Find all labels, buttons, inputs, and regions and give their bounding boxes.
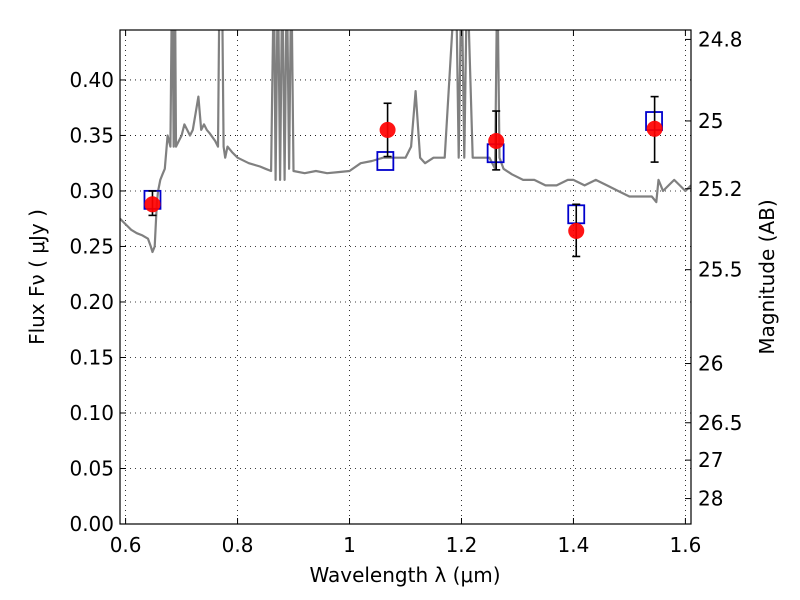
y-tick-label: 0.00 (69, 512, 114, 536)
observed-flux-point (646, 120, 663, 137)
mag-tick-label: 25 (698, 109, 723, 133)
x-tick-label: 0.8 (222, 533, 254, 557)
observed-flux-point (488, 133, 505, 150)
plot-frame (119, 29, 692, 525)
mag-tick-label: 25.5 (698, 258, 743, 282)
mag-tick-label: 25.2 (698, 177, 743, 201)
x-tick-label: 1.4 (558, 533, 590, 557)
axis-ticks: 0.6 0.8 1 1.2 1.4 1.6 0.00 0.05 0.10 0.15 0.20 0.25… (69, 27, 742, 557)
plot-area (120, 30, 691, 524)
y-tick-label: 0.05 (69, 456, 114, 480)
model-flux-square (376, 151, 395, 171)
x-tick-label: 1.6 (669, 533, 701, 557)
y-tick-label: 0.15 (69, 345, 114, 369)
mag-tick-label: 27 (698, 448, 723, 472)
x-tick-label: 1 (343, 533, 356, 557)
mag-tick-label: 28 (698, 487, 723, 511)
mag-tick-label: 24.8 (698, 27, 743, 51)
mag-tick-label: 26.5 (698, 411, 743, 435)
x-tick-label: 0.6 (110, 533, 142, 557)
x-axis-title: Wavelength λ (μm) (309, 563, 500, 587)
observed-flux-point (144, 196, 161, 213)
y-tick-label: 0.30 (69, 179, 114, 203)
y-tick-label: 0.20 (69, 290, 114, 314)
model-spectrum-line (120, 30, 691, 254)
observed-flux-point (568, 222, 585, 239)
y-tick-label: 0.25 (69, 234, 114, 258)
data-marks (120, 30, 691, 258)
y-tick-label: 0.35 (69, 123, 114, 147)
y-right-axis-title: Magnitude (AB) (755, 199, 779, 354)
y-tick-label: 0.10 (69, 401, 114, 425)
observed-flux-point (379, 121, 396, 138)
x-tick-label: 1.2 (446, 533, 478, 557)
mag-tick-label: 26 (698, 352, 723, 376)
grid (120, 30, 691, 525)
y-axis-title: Flux Fν ( μJy ) (25, 209, 49, 345)
y-tick-label: 0.40 (69, 68, 114, 92)
